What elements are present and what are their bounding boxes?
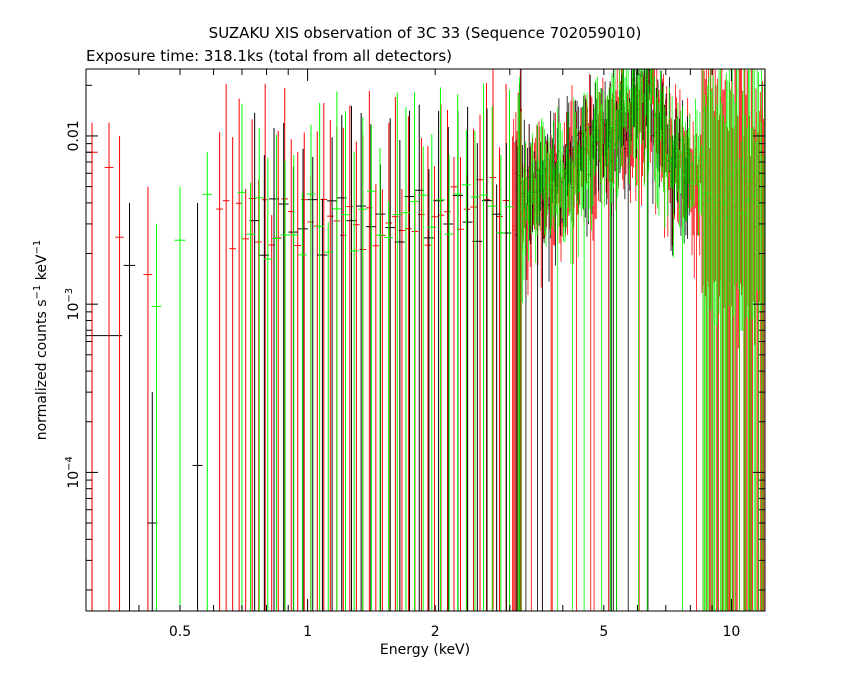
data-point [192, 202, 203, 611]
y-axis-label-exp1: −1 [32, 285, 43, 300]
x-tick-label: 0.5 [169, 624, 191, 640]
chart-subtitle: Exposure time: 318.1ks (total from all d… [86, 47, 452, 65]
data-point [104, 122, 114, 611]
y-axis-label-exp2: −1 [32, 240, 43, 255]
y-axis-label: normalized counts s−1 keV−1 [32, 240, 50, 441]
y-tick-label: 0.01 [66, 120, 82, 151]
plot-frame [85, 68, 766, 612]
x-tick-label: 1 [303, 624, 312, 640]
x-axis-label: Energy (keV) [380, 642, 470, 658]
data-point [143, 186, 153, 611]
x-tick-label: 10 [723, 624, 741, 640]
data-point [174, 186, 186, 611]
y-tick-label: 10−4 [64, 456, 82, 489]
data-layer [86, 68, 766, 611]
y-axis-label-main: normalized counts s [34, 299, 50, 440]
data-point [86, 122, 98, 611]
data-point [123, 202, 136, 611]
x-tick-label: 5 [599, 624, 608, 640]
ticks-layer: 0.5 1 2 5 10 10−4 10−3 0.01 [64, 69, 765, 640]
data-point [147, 392, 158, 611]
x-tick-label: 2 [431, 624, 440, 640]
data-point [202, 152, 213, 611]
data-point [115, 135, 124, 611]
y-tick-label: 10−3 [64, 288, 82, 321]
data-point [86, 143, 123, 611]
y-axis-label-mid: keV [34, 254, 50, 285]
data-point [151, 223, 162, 611]
chart-title: SUZAKU XIS observation of 3C 33 (Sequenc… [209, 24, 642, 42]
